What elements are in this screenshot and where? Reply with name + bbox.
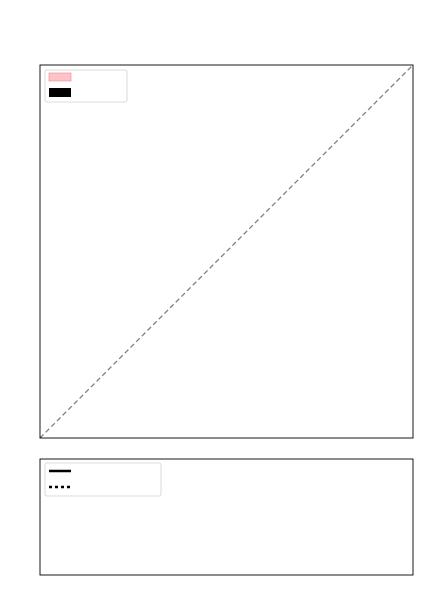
legend-accuracy-swatch (49, 88, 71, 97)
reliability-chart (40, 65, 413, 438)
confidence-histogram (40, 459, 413, 575)
top-legend (45, 70, 127, 102)
legend-gap-swatch (49, 73, 71, 81)
bottom-legend (45, 463, 161, 496)
legend-frame (45, 463, 161, 496)
